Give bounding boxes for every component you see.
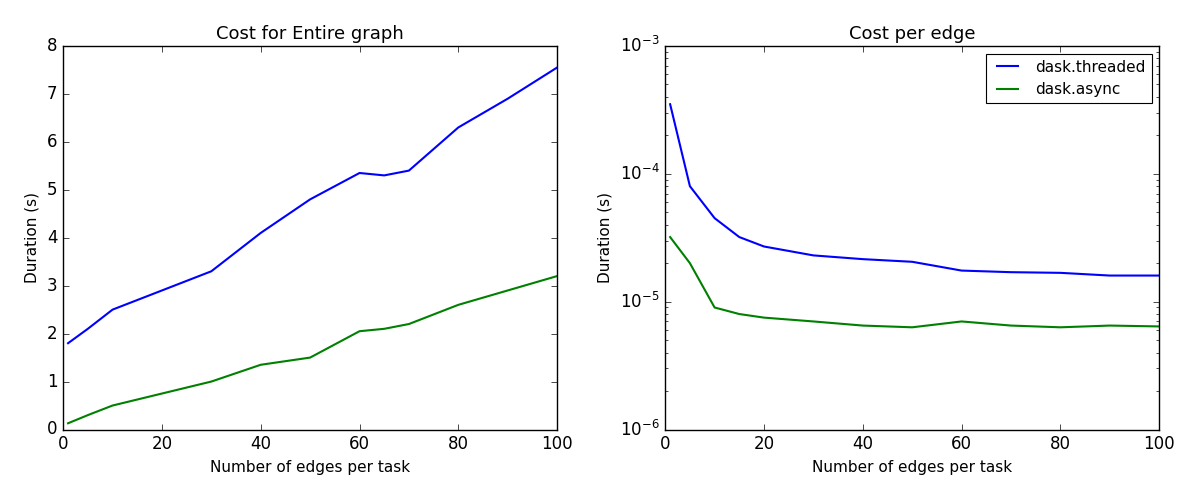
Line: dask.async: dask.async — [670, 237, 1159, 328]
dask.async — [1054, 324, 1068, 330]
dask.threaded — [1003, 269, 1018, 275]
dask.threaded — [707, 215, 721, 221]
dask.async — [1152, 324, 1166, 330]
dask.threaded — [1054, 270, 1068, 276]
dask.threaded — [662, 101, 677, 107]
Legend: dask.threaded, dask.async: dask.threaded, dask.async — [986, 54, 1152, 104]
dask.async — [806, 318, 821, 324]
X-axis label: Number of edges per task: Number of edges per task — [812, 460, 1013, 475]
Title: Cost per edge: Cost per edge — [848, 25, 976, 43]
Title: Cost for Entire graph: Cost for Entire graph — [216, 25, 404, 43]
dask.async — [683, 260, 697, 266]
dask.threaded — [905, 259, 919, 265]
dask.threaded — [856, 256, 870, 262]
dask.threaded — [806, 252, 821, 258]
dask.async — [707, 304, 721, 310]
dask.threaded — [732, 234, 746, 240]
Line: dask.threaded: dask.threaded — [670, 104, 1159, 276]
dask.threaded — [1152, 272, 1166, 278]
dask.threaded — [954, 268, 968, 274]
dask.async — [732, 311, 746, 317]
dask.async — [905, 324, 919, 330]
dask.threaded — [1103, 272, 1117, 278]
dask.async — [662, 234, 677, 240]
dask.async — [1103, 322, 1117, 328]
Y-axis label: Duration (s): Duration (s) — [598, 192, 613, 283]
dask.async — [757, 314, 772, 320]
X-axis label: Number of edges per task: Number of edges per task — [210, 460, 410, 475]
Y-axis label: Duration (s): Duration (s) — [25, 192, 40, 283]
dask.async — [954, 318, 968, 324]
dask.async — [856, 322, 870, 328]
dask.async — [1003, 322, 1018, 328]
dask.threaded — [757, 244, 772, 250]
dask.threaded — [683, 183, 697, 189]
